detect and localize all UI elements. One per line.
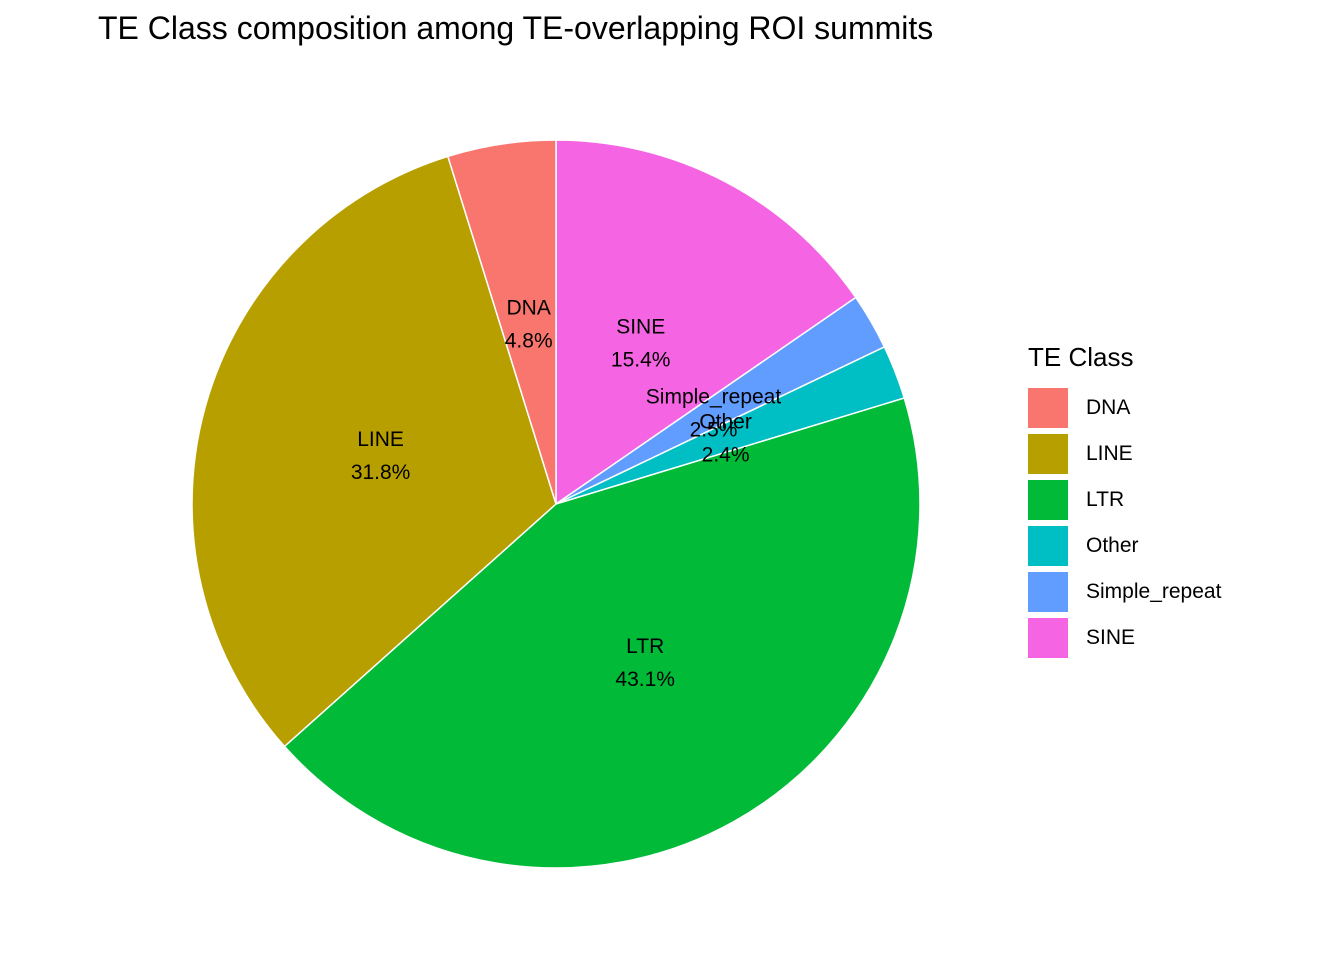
slice-name-label-sine: SINE [616, 315, 665, 338]
slice-name-label-other: Other [699, 411, 752, 434]
legend-label-sine: SINE [1086, 626, 1136, 649]
pie-slice-sine [555, 139, 857, 506]
pie-slice-ltr [283, 397, 921, 869]
legend-item-sine: SINE [1028, 615, 1221, 661]
slice-name-label-dna: DNA [507, 297, 551, 320]
pie-slices [191, 139, 921, 869]
legend-label-simple-repeat: Simple_repeat [1086, 580, 1222, 603]
legend-swatch-other [1028, 526, 1068, 566]
legend-label-dna: DNA [1086, 396, 1131, 419]
legend-item-other: Other [1028, 523, 1221, 569]
legend-item-line: LINE [1028, 431, 1221, 477]
slice-value-label-simple-repeat: 2.5% [690, 418, 738, 441]
slice-value-label-ltr: 43.1% [615, 668, 675, 691]
legend-label-other: Other [1086, 534, 1139, 557]
chart-title: TE Class composition among TE-overlappin… [98, 10, 934, 46]
legend-item-simple-repeat: Simple_repeat [1028, 569, 1221, 615]
slice-name-label-ltr: LTR [626, 635, 664, 658]
legend-swatch-ltr [1028, 480, 1068, 520]
slice-name-label-line: LINE [357, 428, 404, 451]
slice-value-label-dna: 4.8% [505, 330, 553, 353]
slice-value-label-sine: 15.4% [611, 348, 671, 371]
legend-items: DNA LINE LTR Other Simple_repeat SINE [1028, 385, 1221, 661]
slice-value-label-line: 31.8% [351, 461, 411, 484]
legend: TE Class DNA LINE LTR Other Simple_repeat SIN… [1028, 342, 1221, 661]
pie-slice-dna [446, 139, 557, 505]
pie-labels: SINE 15.4% Simple_repeat 2.5%Other 2.4% LTR 43… [351, 297, 782, 692]
legend-swatch-sine [1028, 618, 1068, 658]
pie-slice-line [191, 155, 557, 748]
legend-label-line: LINE [1086, 442, 1133, 465]
legend-swatch-simple-repeat [1028, 572, 1068, 612]
slice-name-label-simple-repeat: Simple_repeat [646, 385, 782, 408]
legend-swatch-dna [1028, 388, 1068, 428]
legend-title: TE Class [1028, 342, 1134, 372]
legend-item-dna: DNA [1028, 385, 1221, 431]
legend-item-ltr: LTR [1028, 477, 1221, 523]
legend-label-ltr: LTR [1086, 488, 1125, 511]
legend-swatch-line [1028, 434, 1068, 474]
slice-value-label-other: 2.4% [702, 444, 750, 467]
